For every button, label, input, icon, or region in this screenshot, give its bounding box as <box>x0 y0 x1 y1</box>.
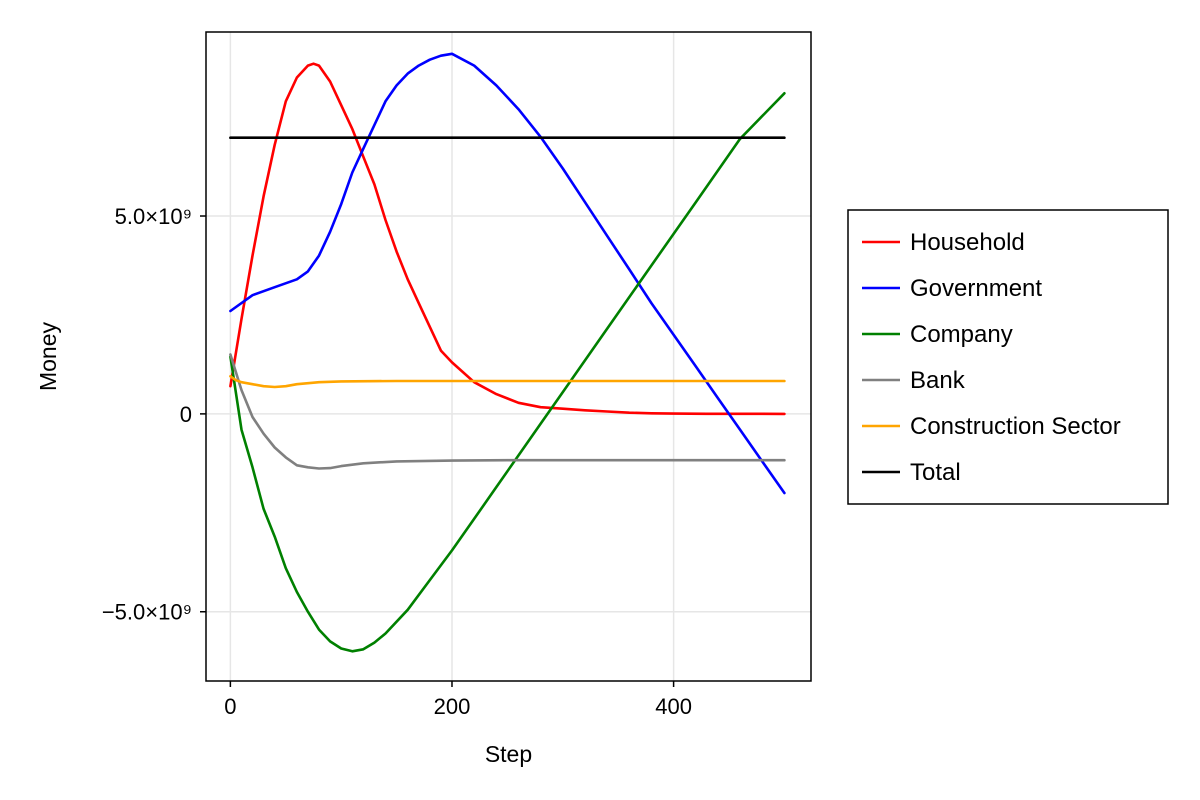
legend-label-household: Household <box>910 229 1025 256</box>
y-tick-label-0: 0 <box>180 402 192 427</box>
grid-layer <box>206 32 811 681</box>
legend-item-bank: Bank <box>862 367 966 394</box>
y-tick-label-5000000000: −5.0×10⁹ <box>102 600 192 625</box>
series-line-company <box>229 92 786 653</box>
plot-frame <box>205 31 812 682</box>
legend-label-total: Total <box>910 459 961 486</box>
x-tick-label-0: 0 <box>224 694 236 719</box>
x-axis-title: Step <box>485 741 532 767</box>
series-line-government <box>229 52 786 495</box>
series-line-construction-sector <box>229 374 786 389</box>
x-tick-label-400: 400 <box>655 694 692 719</box>
legend: Household Government Company Bank Constructi… <box>847 209 1169 505</box>
legend-label-company: Company <box>910 321 1013 348</box>
legend-label-government: Government <box>910 275 1042 302</box>
legend-box <box>847 209 1169 505</box>
tick-layer: 0 200 400 5.0×10⁹ 0 −5.0×10⁹ <box>102 204 692 719</box>
y-tick-label-5000000000: 5.0×10⁹ <box>115 204 192 229</box>
series-line-household <box>229 62 786 416</box>
legend-label-bank: Bank <box>910 367 966 394</box>
legend-item-construction-sector: Construction Sector <box>862 413 1121 440</box>
legend-item-total: Total <box>862 459 961 486</box>
x-tick-label-200: 200 <box>434 694 471 719</box>
legend-label-construction-sector: Construction Sector <box>910 413 1121 440</box>
y-axis-title: Money <box>35 321 61 391</box>
legend-item-household: Household <box>862 229 1025 256</box>
legend-item-company: Company <box>862 321 1013 348</box>
series-layer <box>229 52 786 653</box>
legend-item-government: Government <box>862 275 1042 302</box>
series-line-bank <box>229 353 786 470</box>
